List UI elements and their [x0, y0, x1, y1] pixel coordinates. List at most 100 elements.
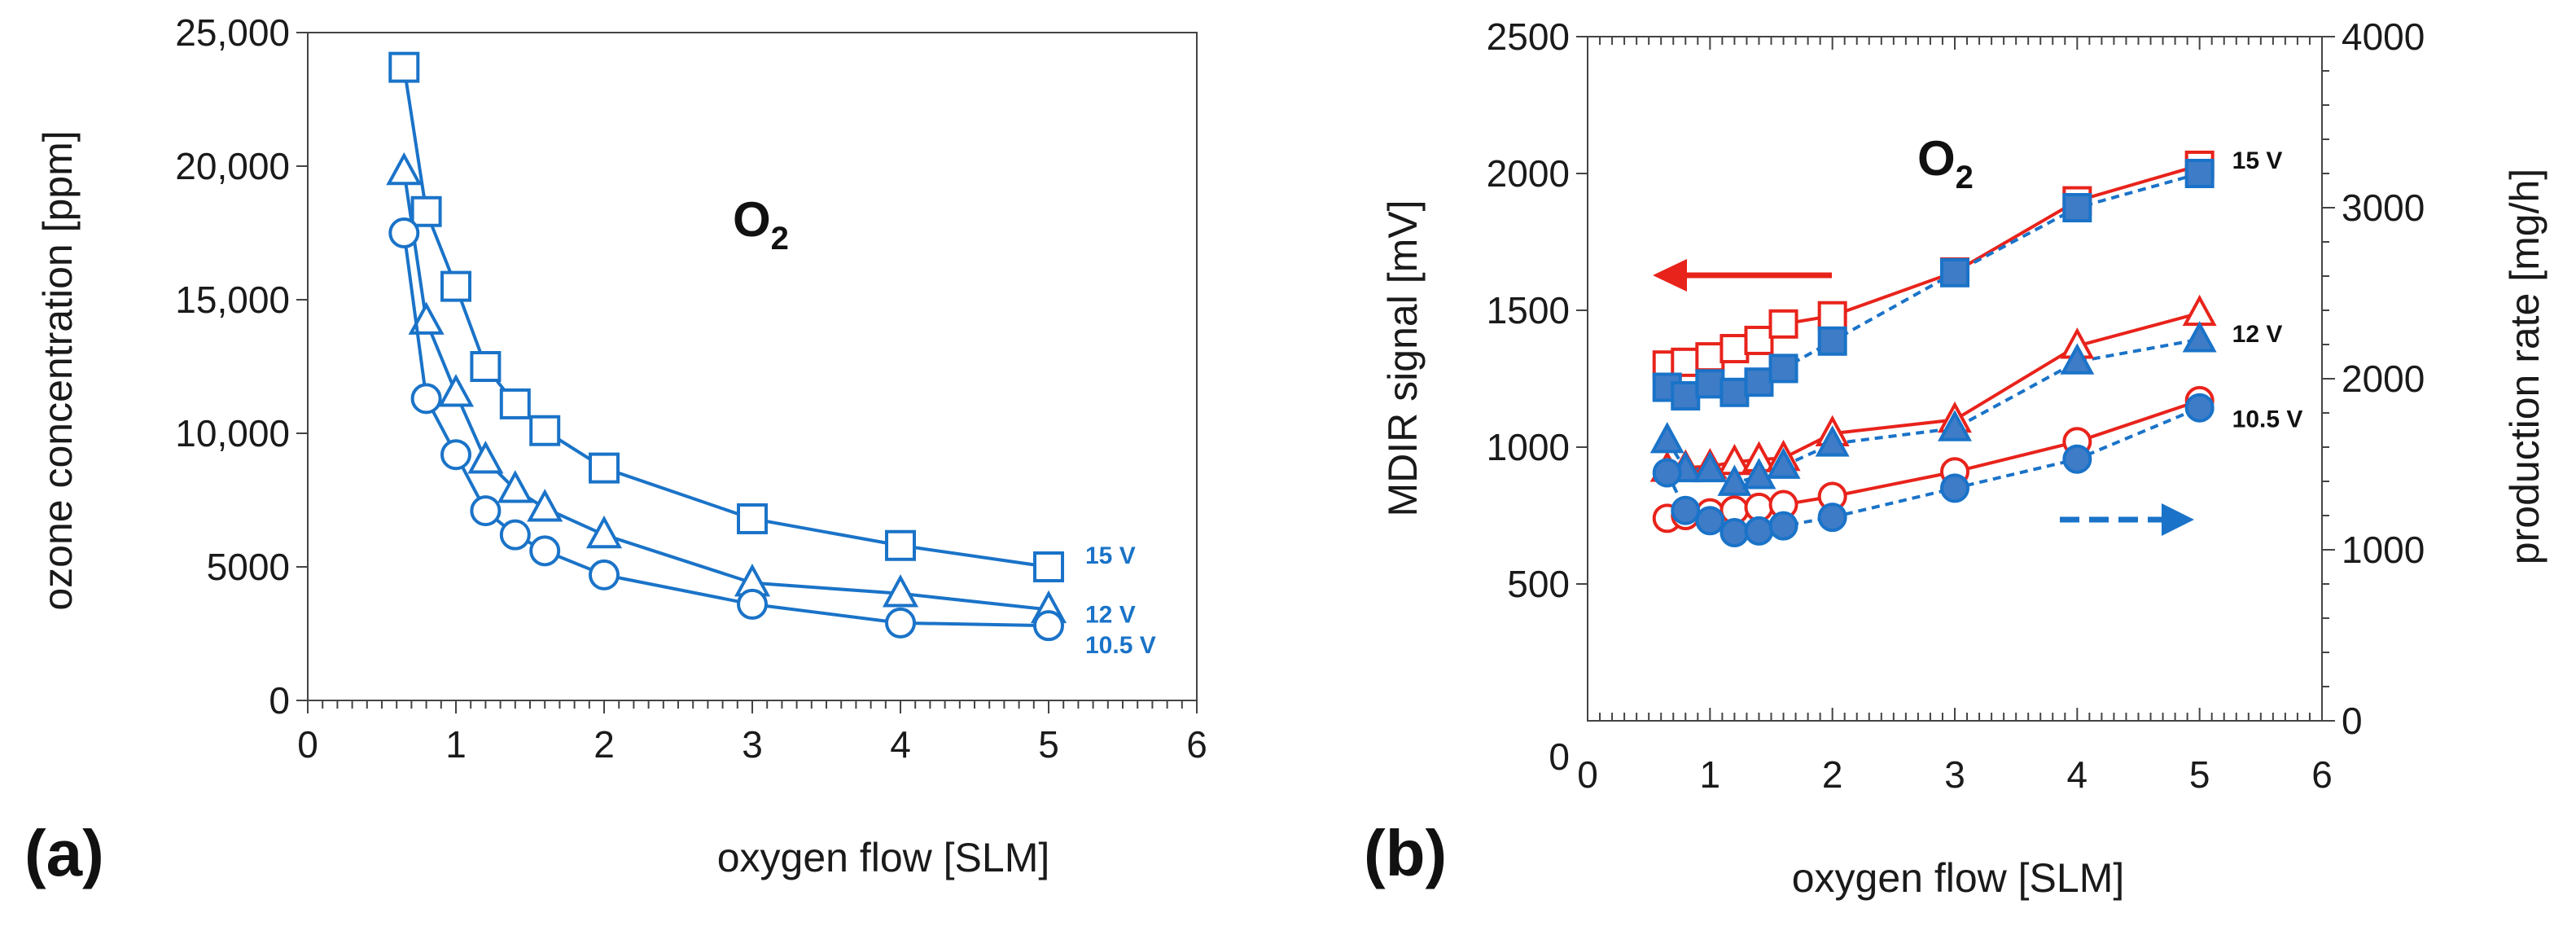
- data-point-a-1: [437, 374, 475, 407]
- data-point-a-1: [408, 301, 445, 335]
- data-point-b-3: [2182, 321, 2217, 353]
- series-label-a-2: 10.5 V: [1085, 632, 1156, 659]
- x-tick-label-a: 0: [297, 723, 318, 766]
- x-tick-label-a: 3: [742, 723, 763, 766]
- series-label-b-1: 12 V: [2232, 321, 2283, 348]
- data-point-a-1: [585, 515, 623, 549]
- data-point-a-0: [440, 270, 471, 302]
- y2-tick-label-b: 2000: [2342, 358, 2425, 400]
- data-point-b-0: [1817, 301, 1847, 331]
- y-tick-label-a: 10,000: [175, 412, 290, 454]
- x-tick-label-a: 2: [594, 723, 615, 766]
- y-axis-title-a: ozone concentration [ppm]: [35, 130, 81, 610]
- data-point-a-0: [410, 195, 442, 227]
- panel-label-a: (a): [24, 817, 104, 889]
- data-point-b-5: [1744, 516, 1774, 546]
- data-point-a-2: [499, 519, 531, 551]
- y-tick-label-b: 1500: [1487, 289, 1570, 331]
- data-point-a-1: [386, 151, 423, 186]
- data-point-b-3: [1741, 458, 1776, 489]
- data-point-b-5: [1768, 511, 1798, 541]
- y-tick-label-b: 1000: [1487, 426, 1570, 468]
- right-axis-arrow-head: [2162, 503, 2194, 536]
- series-label-b-2: 10.5 V: [2232, 406, 2303, 433]
- y2-tick-label-b: 1000: [2342, 529, 2425, 571]
- x-tick-label-b: 3: [1944, 753, 1965, 796]
- y2-tick-label-b: 3000: [2342, 187, 2425, 229]
- data-point-b-0: [1671, 347, 1701, 377]
- data-point-a-2: [410, 383, 442, 415]
- data-point-a-2: [737, 588, 768, 620]
- data-point-b-3: [2060, 343, 2095, 375]
- data-point-b-5: [1671, 495, 1701, 525]
- x-tick-label-b: 0: [1577, 753, 1598, 796]
- data-point-b-1: [2184, 159, 2215, 188]
- data-point-b-0: [1744, 325, 1774, 355]
- data-point-a-0: [1033, 551, 1064, 582]
- annotation-o2-a: O2: [733, 192, 789, 257]
- data-point-b-1: [1940, 257, 1969, 288]
- data-point-b-3: [1815, 425, 1850, 457]
- data-point-a-1: [882, 574, 919, 608]
- data-point-a-0: [529, 415, 561, 446]
- x-axis-title-b: oxygen flow [SLM]: [1792, 855, 2125, 901]
- data-point-a-1: [527, 489, 563, 522]
- data-point-b-1: [1768, 353, 1798, 384]
- y-tick-label-a: 5000: [207, 546, 290, 588]
- data-point-a-2: [589, 559, 620, 590]
- data-point-a-1: [467, 441, 504, 474]
- data-point-a-1: [497, 470, 533, 503]
- x-tick-label-a: 6: [1186, 723, 1207, 766]
- data-point-a-2: [388, 217, 420, 248]
- y-tick-label-b: 2000: [1487, 152, 1570, 195]
- data-point-a-0: [470, 351, 502, 382]
- data-point-a-2: [470, 495, 502, 527]
- data-point-b-1: [1671, 381, 1701, 410]
- x-tick-label-a: 5: [1038, 723, 1059, 766]
- panel-a-chart: (a) O2 oxygen flow [SLM] ozone concentra…: [24, 11, 1207, 889]
- data-point-b-5: [1652, 458, 1682, 488]
- y2-tick-label-b: 4000: [2342, 15, 2425, 58]
- y-tick-label-a: 20,000: [175, 145, 290, 187]
- data-point-a-2: [529, 535, 561, 567]
- data-point-a-2: [440, 439, 471, 471]
- data-point-b-3: [1649, 422, 1684, 454]
- data-point-b-0: [1768, 309, 1798, 339]
- y-tick-label-b: 2500: [1487, 15, 1570, 58]
- y2-axis-title-b: production rate [mg/h]: [2502, 169, 2548, 564]
- series-label-a-0: 15 V: [1085, 542, 1136, 569]
- series-label-b-0: 15 V: [2232, 147, 2283, 174]
- panel-label-b: (b): [1364, 817, 1447, 889]
- data-point-a-0: [589, 452, 620, 484]
- series-label-a-1: 12 V: [1085, 601, 1136, 628]
- right-axis-arrow: [2060, 503, 2194, 536]
- data-point-b-5: [2062, 444, 2092, 474]
- y-tick-label-b: 500: [1507, 563, 1570, 605]
- data-point-b-1: [1744, 367, 1774, 397]
- y-axis-title-b: MDIR signal [mV]: [1380, 200, 1426, 517]
- y-tick-label-a: 0: [269, 679, 290, 722]
- y-tick-label-a: 25,000: [175, 11, 290, 54]
- x-tick-label-a: 1: [445, 723, 467, 766]
- data-point-b-0: [1695, 342, 1725, 372]
- x-axis-title-a: oxygen flow [SLM]: [717, 835, 1050, 880]
- data-point-b-3: [1693, 450, 1728, 483]
- data-point-b-1: [2062, 193, 2092, 222]
- left-axis-arrow-head: [1653, 259, 1687, 292]
- data-point-b-3: [1766, 447, 1801, 479]
- data-point-a-2: [885, 607, 916, 639]
- data-point-b-0: [1720, 334, 1750, 364]
- annotation-o2-b: O2: [1917, 131, 1974, 195]
- data-point-b-3: [1938, 410, 1972, 441]
- x-tick-label-b: 6: [2311, 753, 2333, 796]
- left-axis-arrow: [1653, 259, 1832, 292]
- x-tick-label-a: 4: [890, 723, 911, 766]
- data-point-a-2: [1033, 610, 1064, 642]
- data-point-a-0: [388, 51, 420, 83]
- data-point-b-1: [1695, 369, 1725, 399]
- series-line-b-2: [1667, 311, 2201, 471]
- x-tick-label-b: 4: [2067, 753, 2088, 796]
- y-zero-label-b: 0: [1549, 735, 1570, 778]
- data-point-b-5: [1817, 503, 1847, 533]
